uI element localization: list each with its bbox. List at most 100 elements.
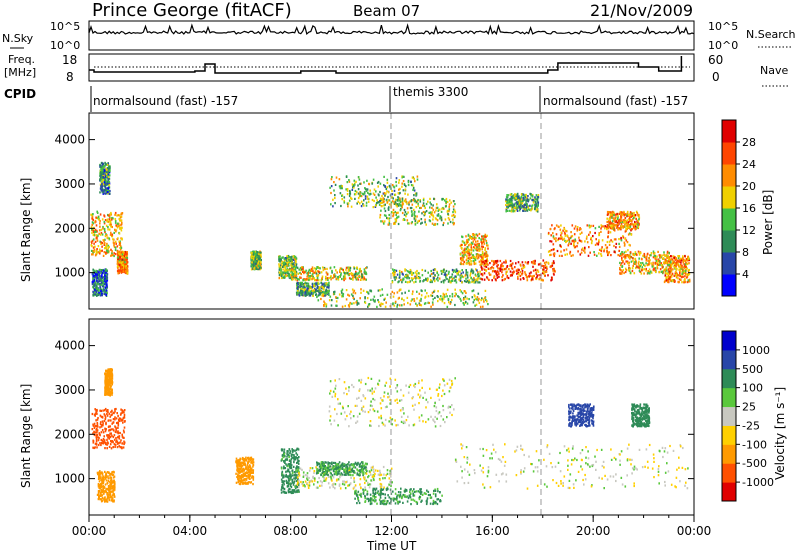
data-cell	[601, 239, 604, 242]
data-cell	[318, 270, 320, 273]
data-cell	[570, 235, 573, 238]
data-cell	[685, 273, 688, 276]
data-cell	[618, 245, 621, 248]
data-cell	[650, 271, 653, 274]
data-cell	[113, 231, 115, 234]
data-cell	[295, 263, 298, 266]
data-cell	[257, 258, 260, 261]
data-cell	[330, 203, 332, 206]
data-cell	[309, 269, 312, 272]
data-cell	[432, 215, 435, 218]
data-cell	[613, 214, 615, 217]
data-cell	[291, 275, 293, 279]
data-cell	[428, 301, 430, 305]
data-cell	[584, 240, 586, 243]
data-cell	[300, 272, 302, 276]
data-cell	[388, 217, 391, 220]
data-cell	[459, 289, 461, 292]
data-cell	[572, 254, 574, 257]
data-cell	[492, 263, 495, 266]
data-cell	[437, 295, 439, 299]
data-cell	[688, 268, 690, 272]
data-cell	[442, 281, 445, 284]
data-cell	[107, 236, 109, 239]
data-cell	[522, 204, 524, 208]
data-cell	[531, 276, 534, 280]
data-cell	[683, 259, 685, 262]
data-cell	[282, 268, 284, 271]
data-cell	[98, 291, 100, 294]
data-cell	[553, 237, 556, 240]
data-cell	[592, 224, 595, 227]
data-cell	[459, 274, 461, 277]
data-cell	[401, 206, 403, 209]
data-cell	[97, 292, 100, 296]
data-cell	[372, 178, 375, 181]
data-cell	[639, 265, 641, 268]
data-cell	[519, 198, 522, 201]
data-cell	[423, 279, 425, 282]
data-cell	[485, 265, 488, 268]
data-cell	[688, 280, 691, 283]
data-cell	[678, 281, 680, 284]
data-cell	[576, 226, 579, 229]
data-cell	[298, 285, 301, 289]
data-cell	[461, 275, 463, 278]
data-cell	[657, 259, 659, 263]
data-cell	[100, 168, 102, 171]
data-cell	[550, 240, 553, 243]
data-cell	[671, 258, 674, 261]
data-cell	[463, 256, 465, 259]
data-cell	[636, 266, 639, 269]
data-cell	[558, 254, 561, 257]
data-cell	[647, 272, 649, 275]
data-cell	[103, 177, 106, 181]
data-cell	[667, 278, 670, 281]
data-cell	[99, 250, 101, 253]
data-cell	[391, 290, 394, 293]
data-cell	[429, 280, 432, 284]
data-cell	[507, 201, 510, 204]
data-cell	[117, 237, 119, 240]
data-cell	[93, 269, 96, 272]
data-cell	[627, 221, 629, 224]
data-cell	[549, 250, 551, 253]
data-cell	[480, 254, 482, 257]
data-cell	[300, 268, 303, 271]
data-cell	[672, 268, 674, 271]
data-cell	[105, 180, 108, 183]
freq-step-line	[89, 56, 683, 74]
data-cell	[424, 221, 426, 224]
data-cell	[462, 298, 465, 301]
data-cell	[391, 280, 394, 283]
data-cell	[626, 262, 629, 265]
data-cell	[426, 292, 428, 295]
data-cell	[459, 297, 462, 300]
data-cell	[335, 304, 337, 307]
data-cell	[353, 267, 356, 270]
data-cell	[524, 209, 527, 212]
data-cell	[668, 256, 671, 259]
data-cell	[466, 246, 469, 249]
data-cell	[285, 257, 287, 260]
data-cell	[99, 240, 101, 243]
data-cell	[484, 259, 486, 263]
data-cell	[340, 274, 342, 277]
data-cell	[453, 200, 455, 203]
data-cell	[550, 253, 552, 256]
data-cell	[352, 276, 354, 279]
data-cell	[365, 204, 368, 207]
data-cell	[625, 239, 628, 242]
data-cell	[598, 241, 600, 244]
data-cell	[666, 256, 668, 259]
data-cell	[343, 277, 345, 280]
data-cell	[399, 273, 401, 277]
data-cell	[503, 278, 506, 281]
data-cell	[675, 274, 678, 277]
data-cell	[338, 293, 341, 296]
data-cell	[349, 189, 351, 193]
data-cell	[586, 235, 588, 238]
data-cell	[598, 232, 600, 235]
y-tick-label: 4000	[54, 133, 85, 147]
data-cell	[116, 245, 119, 248]
